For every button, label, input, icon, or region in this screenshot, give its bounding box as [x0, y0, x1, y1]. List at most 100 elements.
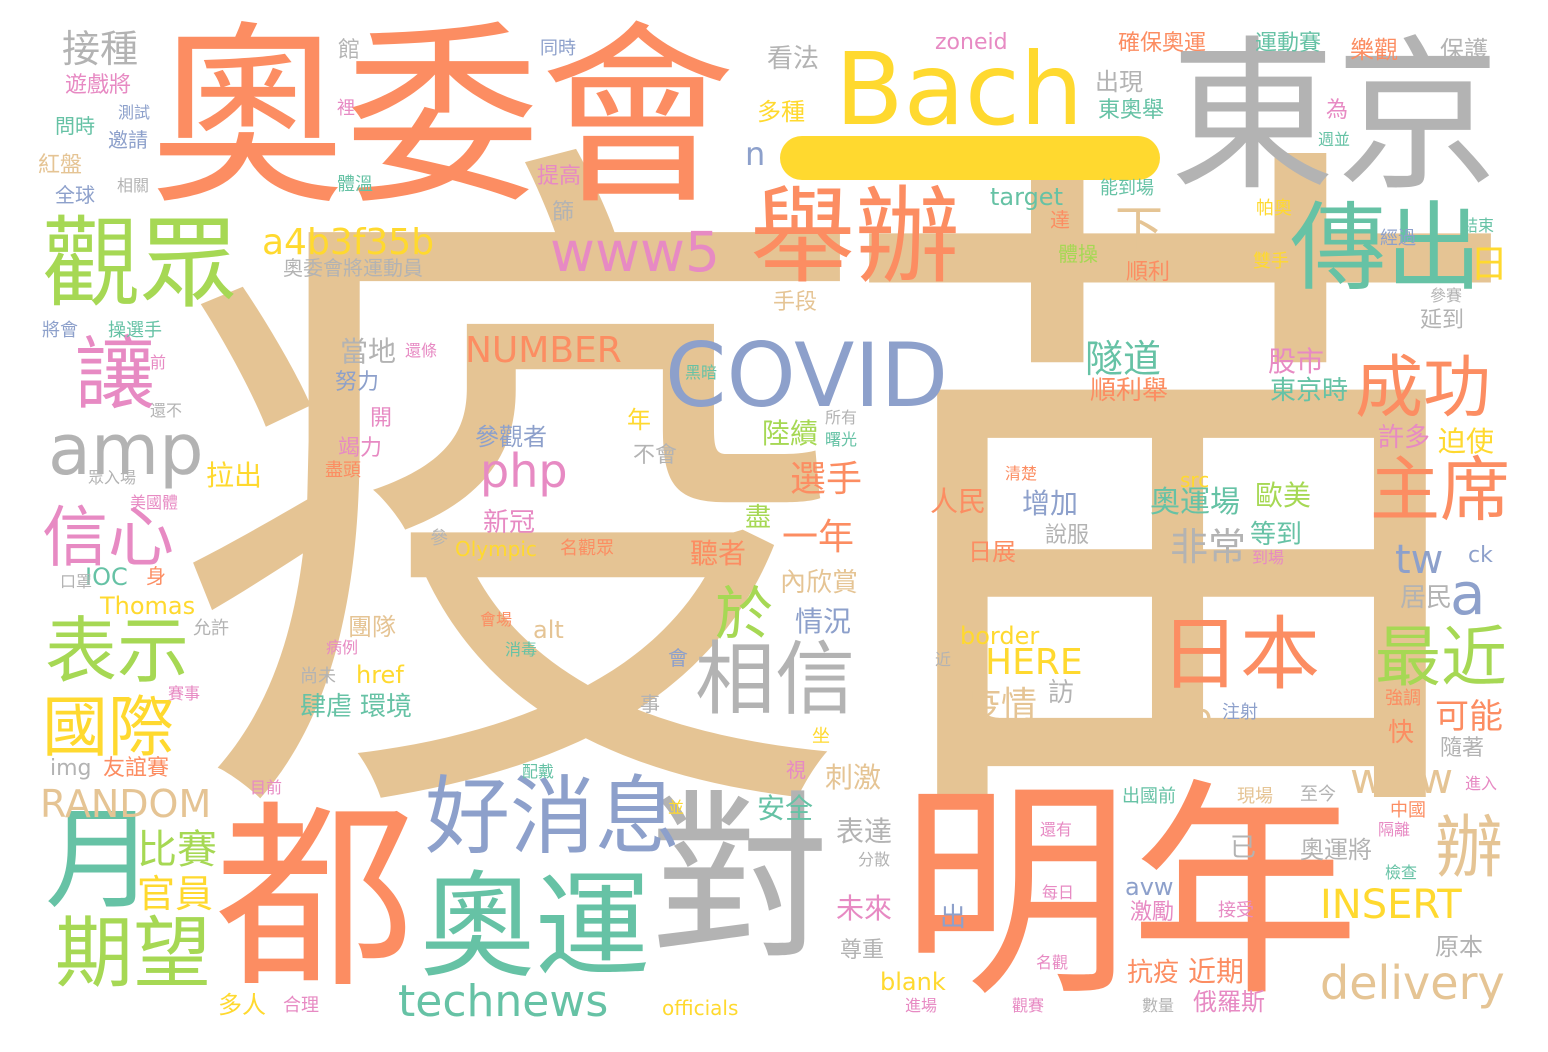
word-dui: 對	[650, 775, 831, 984]
word-caoxuanshou: 操選手	[108, 320, 162, 341]
word-sinue: 肆虐	[300, 692, 353, 722]
word-href: href	[356, 661, 404, 689]
word-yue: 月	[45, 796, 155, 924]
word-jin2: 近	[935, 650, 952, 669]
word-border: border	[960, 622, 1040, 650]
word-riben: 日本	[1160, 608, 1320, 701]
word-hongpan: 紅盤	[38, 153, 83, 178]
word-insert: INSERT	[1320, 882, 1462, 928]
word-technews: technews	[398, 976, 609, 1027]
word-zuo: 坐	[812, 726, 830, 747]
word-a4b3f35b: a4b3f35b	[262, 222, 435, 263]
word-meiguoti: 美國體	[130, 493, 179, 512]
word-xiaodu: 消毒	[505, 640, 538, 659]
word-tigao: 提高	[537, 164, 582, 189]
word-zunzhong: 尊重	[840, 938, 885, 963]
word-rang: 讓	[75, 328, 155, 421]
word-shuangshou: 雙手	[1253, 251, 1289, 272]
word-ceshi: 測試	[118, 103, 151, 122]
word-aoweihuijiang: 奧委會將運動員	[283, 256, 423, 280]
word-xianchang: 現場	[1237, 786, 1273, 807]
word-luxu: 陸續	[762, 417, 819, 450]
word-eluosi: 俄羅斯	[1193, 988, 1265, 1016]
word-youyisai: 友誼賽	[103, 756, 170, 781]
word-quebaoaoyun: 確保奧運	[1118, 31, 1207, 56]
word-mingnian: 明年	[900, 761, 1361, 1028]
word-tingzhe: 聽者	[690, 537, 747, 570]
word-ticao: 體操	[1058, 242, 1098, 266]
word-yi: 已	[1230, 833, 1257, 863]
word-xiangxin: 相信	[695, 633, 855, 726]
word-nian: 年	[627, 406, 651, 434]
word-ban: 辦	[1435, 809, 1504, 888]
word-muqian: 目前	[250, 778, 283, 797]
word-guoji: 國際	[42, 689, 174, 766]
word-yunxu: 允許	[193, 618, 229, 639]
word-fensan: 分散	[858, 850, 891, 869]
word-shuguang: 曙光	[825, 430, 858, 449]
word-li: 裡	[337, 98, 355, 119]
word-xiangguan: 相關	[117, 176, 150, 195]
word-here: HERE	[985, 642, 1083, 683]
word-aoyunjiang: 奧運將	[1300, 836, 1372, 864]
word-jumin: 居民	[1400, 583, 1453, 613]
word-aoweihui: 奧委會	[150, 4, 735, 231]
word-avw: avw	[1125, 873, 1174, 901]
word-aoyunchang: 奧運場	[1150, 485, 1240, 520]
word-zhongruchang: 眾入場	[88, 468, 137, 487]
word-haiyou: 還有	[1040, 820, 1073, 839]
word-kangyi: 抗疫	[1127, 958, 1180, 988]
word-bingli: 病例	[326, 638, 359, 657]
word-buhui: 不會	[633, 443, 678, 468]
word-tuandui: 團隊	[348, 613, 396, 641]
word-chenggong: 成功	[1355, 349, 1492, 428]
word-suizhe: 隨著	[1440, 736, 1485, 761]
word-src: src	[1180, 468, 1210, 492]
word-yaoqing: 邀請	[108, 128, 148, 152]
word-zhijin: 至今	[1300, 784, 1336, 805]
word-cb: cb	[1170, 697, 1213, 738]
word-peidai: 配戴	[522, 762, 555, 781]
word-zhuxi: 主席	[1370, 449, 1510, 531]
word-zuijin: 最近	[1375, 619, 1507, 696]
word-duozhong: 多種	[757, 98, 805, 126]
word-yundongsai: 運動賽	[1255, 31, 1322, 56]
word-covid: COVID	[665, 324, 949, 427]
word-dou: 都	[215, 783, 416, 1016]
word-ck: ck	[1468, 543, 1493, 568]
word-biaoda: 表達	[836, 815, 893, 848]
word-gushi: 股市	[1268, 345, 1325, 378]
word-dangdi: 當地	[340, 335, 397, 368]
word-yuanben: 原本	[1435, 933, 1483, 961]
word-chuguoqian: 出國前	[1122, 786, 1176, 807]
word-a: a	[1450, 560, 1486, 628]
word-random: RANDOM	[40, 782, 212, 826]
word-ioc: IOC	[85, 563, 128, 591]
word-cansai: 參賽	[1430, 286, 1463, 305]
word-da: 達	[1050, 208, 1070, 232]
word-www5: www5	[550, 220, 720, 284]
word-shunli: 順利	[1126, 260, 1171, 285]
word-jiancha: 檢查	[1385, 863, 1418, 882]
word-duoren: 多人	[218, 991, 266, 1019]
word-hui: 會	[668, 646, 688, 670]
word-officials: officials	[662, 996, 739, 1020]
word-zhoubing: 週並	[1318, 130, 1351, 149]
word-huanjing: 環境	[360, 692, 413, 722]
word-jili: 激勵	[1130, 900, 1175, 925]
word-yu: 於	[715, 580, 774, 648]
word-wei: 為	[1326, 98, 1349, 123]
word-guansai: 觀賽	[1012, 996, 1045, 1015]
word-xinxin: 信心	[42, 499, 174, 576]
word-yiqing: 疫情	[965, 685, 1038, 726]
word-jieli: 竭力	[338, 436, 383, 461]
word-delivery: delivery	[1320, 956, 1505, 1010]
word-jieshou: 接受	[1218, 900, 1254, 921]
word-bach: Bach	[835, 31, 1084, 148]
word-wenshi: 問時	[55, 114, 95, 138]
word-jin: 盡	[745, 503, 772, 533]
word-shai: 篩	[552, 200, 575, 225]
word-shuofu: 說服	[1045, 523, 1090, 548]
word-keneng: 可能	[1435, 697, 1503, 737]
word-tw: tw	[1395, 537, 1444, 583]
